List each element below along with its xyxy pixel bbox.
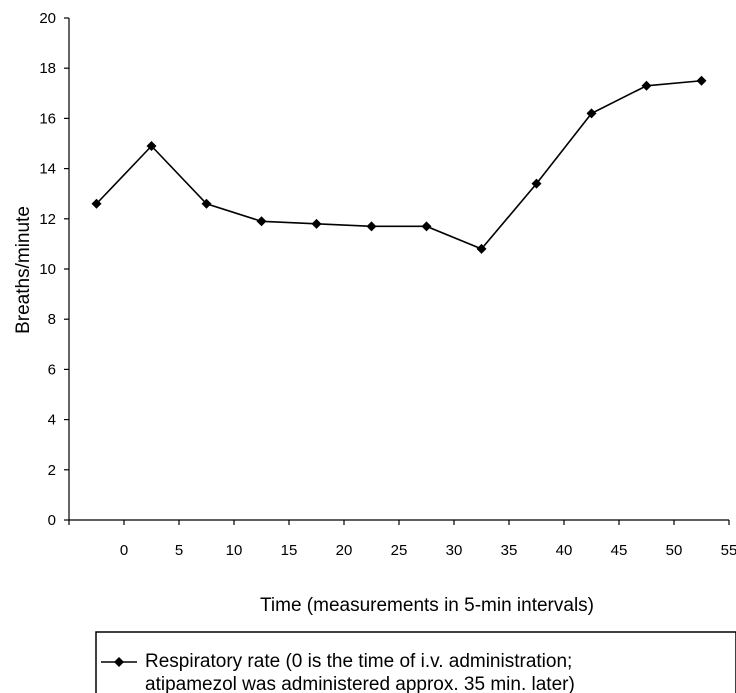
y-tick-label: 4: [48, 412, 56, 429]
x-tick-label: 20: [336, 542, 353, 559]
x-tick-label: 25: [391, 542, 408, 559]
x-tick-label: 50: [666, 542, 683, 559]
y-axis-title: Breaths/minute: [13, 206, 34, 334]
y-ticks: 0 2 4 6 8 10 12 14 16 18 20: [39, 10, 69, 529]
x-tick-label: 30: [446, 542, 463, 559]
y-tick-label: 2: [48, 462, 56, 479]
data-point: [421, 221, 432, 232]
legend: Respiratory rate (0 is the time of i.v. …: [95, 631, 736, 693]
x-tick-label: 55: [721, 542, 736, 559]
y-tick-label: 0: [48, 512, 56, 529]
legend-entry-line-1: Respiratory rate (0 is the time of i.v. …: [145, 651, 572, 672]
legend-box: [95, 631, 736, 693]
x-tick-label: 10: [226, 542, 243, 559]
data-point: [696, 75, 707, 86]
y-tick-label: 16: [39, 110, 56, 127]
series-group: [91, 75, 707, 254]
data-point: [586, 108, 597, 119]
x-tick-label: 35: [501, 542, 518, 559]
x-tick-label: 45: [611, 542, 628, 559]
series-line: [95, 79, 702, 250]
x-axis-title: Time (measurements in 5-min intervals): [260, 595, 594, 616]
y-tick-label: 18: [39, 60, 56, 77]
x-tick-label: 40: [556, 542, 573, 559]
y-tick-label: 6: [48, 361, 56, 378]
y-tick-label: 12: [39, 211, 56, 228]
x-tick-label: 5: [175, 542, 183, 559]
x-tick-label: 15: [281, 542, 298, 559]
data-point: [201, 198, 212, 209]
data-point: [476, 243, 487, 254]
data-point: [641, 80, 652, 91]
data-point: [256, 216, 267, 227]
data-point: [146, 141, 157, 152]
data-point: [531, 178, 542, 189]
legend-swatch-marker: [114, 657, 124, 667]
y-tick-label: 14: [39, 161, 56, 178]
data-point: [91, 198, 102, 209]
y-tick-label: 8: [48, 311, 56, 328]
data-point: [366, 221, 377, 232]
data-point: [311, 218, 322, 229]
x-ticks: 0 5 10 15 20 25 30 35 40 45 50 55: [68, 520, 736, 559]
x-tick-label: 0: [120, 542, 128, 559]
y-tick-label: 10: [39, 261, 56, 278]
legend-swatch: [101, 657, 137, 667]
legend-entry-line-2: atipamezol was administered approx. 35 m…: [145, 674, 575, 693]
y-tick-label: 20: [39, 10, 56, 27]
